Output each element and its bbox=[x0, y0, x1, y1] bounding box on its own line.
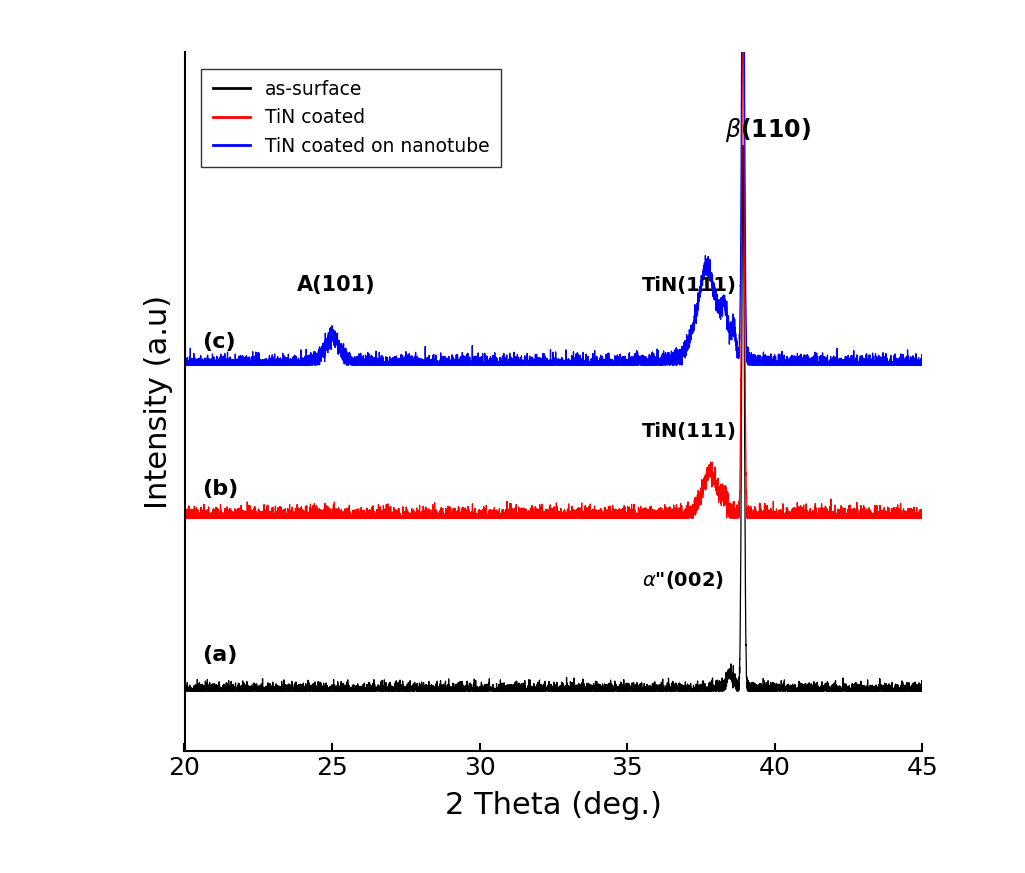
Text: $\beta$(110): $\beta$(110) bbox=[725, 115, 811, 143]
TiN coated on nanotube bbox=[916, 360, 929, 370]
TiN coated on nanotube bbox=[615, 360, 627, 370]
Line: TiN coated on nanotube: TiN coated on nanotube bbox=[184, 0, 922, 365]
Text: (b): (b) bbox=[202, 478, 239, 498]
TiN coated on nanotube bbox=[215, 360, 228, 370]
TiN coated on nanotube bbox=[726, 334, 738, 345]
as-surface bbox=[178, 684, 191, 695]
as-surface bbox=[737, 141, 749, 151]
TiN coated bbox=[178, 512, 191, 523]
TiN coated bbox=[215, 512, 228, 523]
Y-axis label: Intensity (a.u): Intensity (a.u) bbox=[145, 294, 173, 509]
TiN coated bbox=[647, 512, 659, 523]
TiN coated bbox=[765, 512, 777, 523]
Legend: as-surface, TiN coated, TiN coated on nanotube: as-surface, TiN coated, TiN coated on na… bbox=[201, 69, 501, 167]
TiN coated on nanotube bbox=[178, 360, 191, 370]
as-surface bbox=[726, 673, 738, 684]
TiN coated on nanotube bbox=[765, 360, 777, 370]
as-surface bbox=[765, 685, 777, 696]
Text: TiN(111): TiN(111) bbox=[642, 423, 737, 442]
Text: (c): (c) bbox=[202, 333, 236, 353]
as-surface bbox=[446, 685, 458, 696]
TiN coated on nanotube bbox=[446, 360, 458, 370]
TiN coated on nanotube bbox=[648, 356, 660, 367]
Line: TiN coated: TiN coated bbox=[184, 0, 922, 518]
Text: A(101): A(101) bbox=[296, 275, 375, 295]
TiN coated bbox=[726, 512, 738, 522]
TiN coated on nanotube bbox=[178, 358, 191, 368]
Text: $\alpha$"(002): $\alpha$"(002) bbox=[642, 569, 724, 591]
as-surface bbox=[916, 684, 929, 695]
TiN coated bbox=[446, 512, 458, 523]
as-surface bbox=[648, 685, 660, 696]
as-surface bbox=[215, 685, 228, 696]
TiN coated bbox=[615, 507, 627, 518]
Text: TiN(111): TiN(111) bbox=[642, 276, 737, 295]
X-axis label: 2 Theta (deg.): 2 Theta (deg.) bbox=[445, 791, 662, 820]
Text: (a): (a) bbox=[202, 645, 238, 665]
Line: as-surface: as-surface bbox=[184, 146, 922, 691]
as-surface bbox=[178, 685, 191, 696]
TiN coated bbox=[916, 512, 929, 523]
as-surface bbox=[615, 685, 627, 696]
